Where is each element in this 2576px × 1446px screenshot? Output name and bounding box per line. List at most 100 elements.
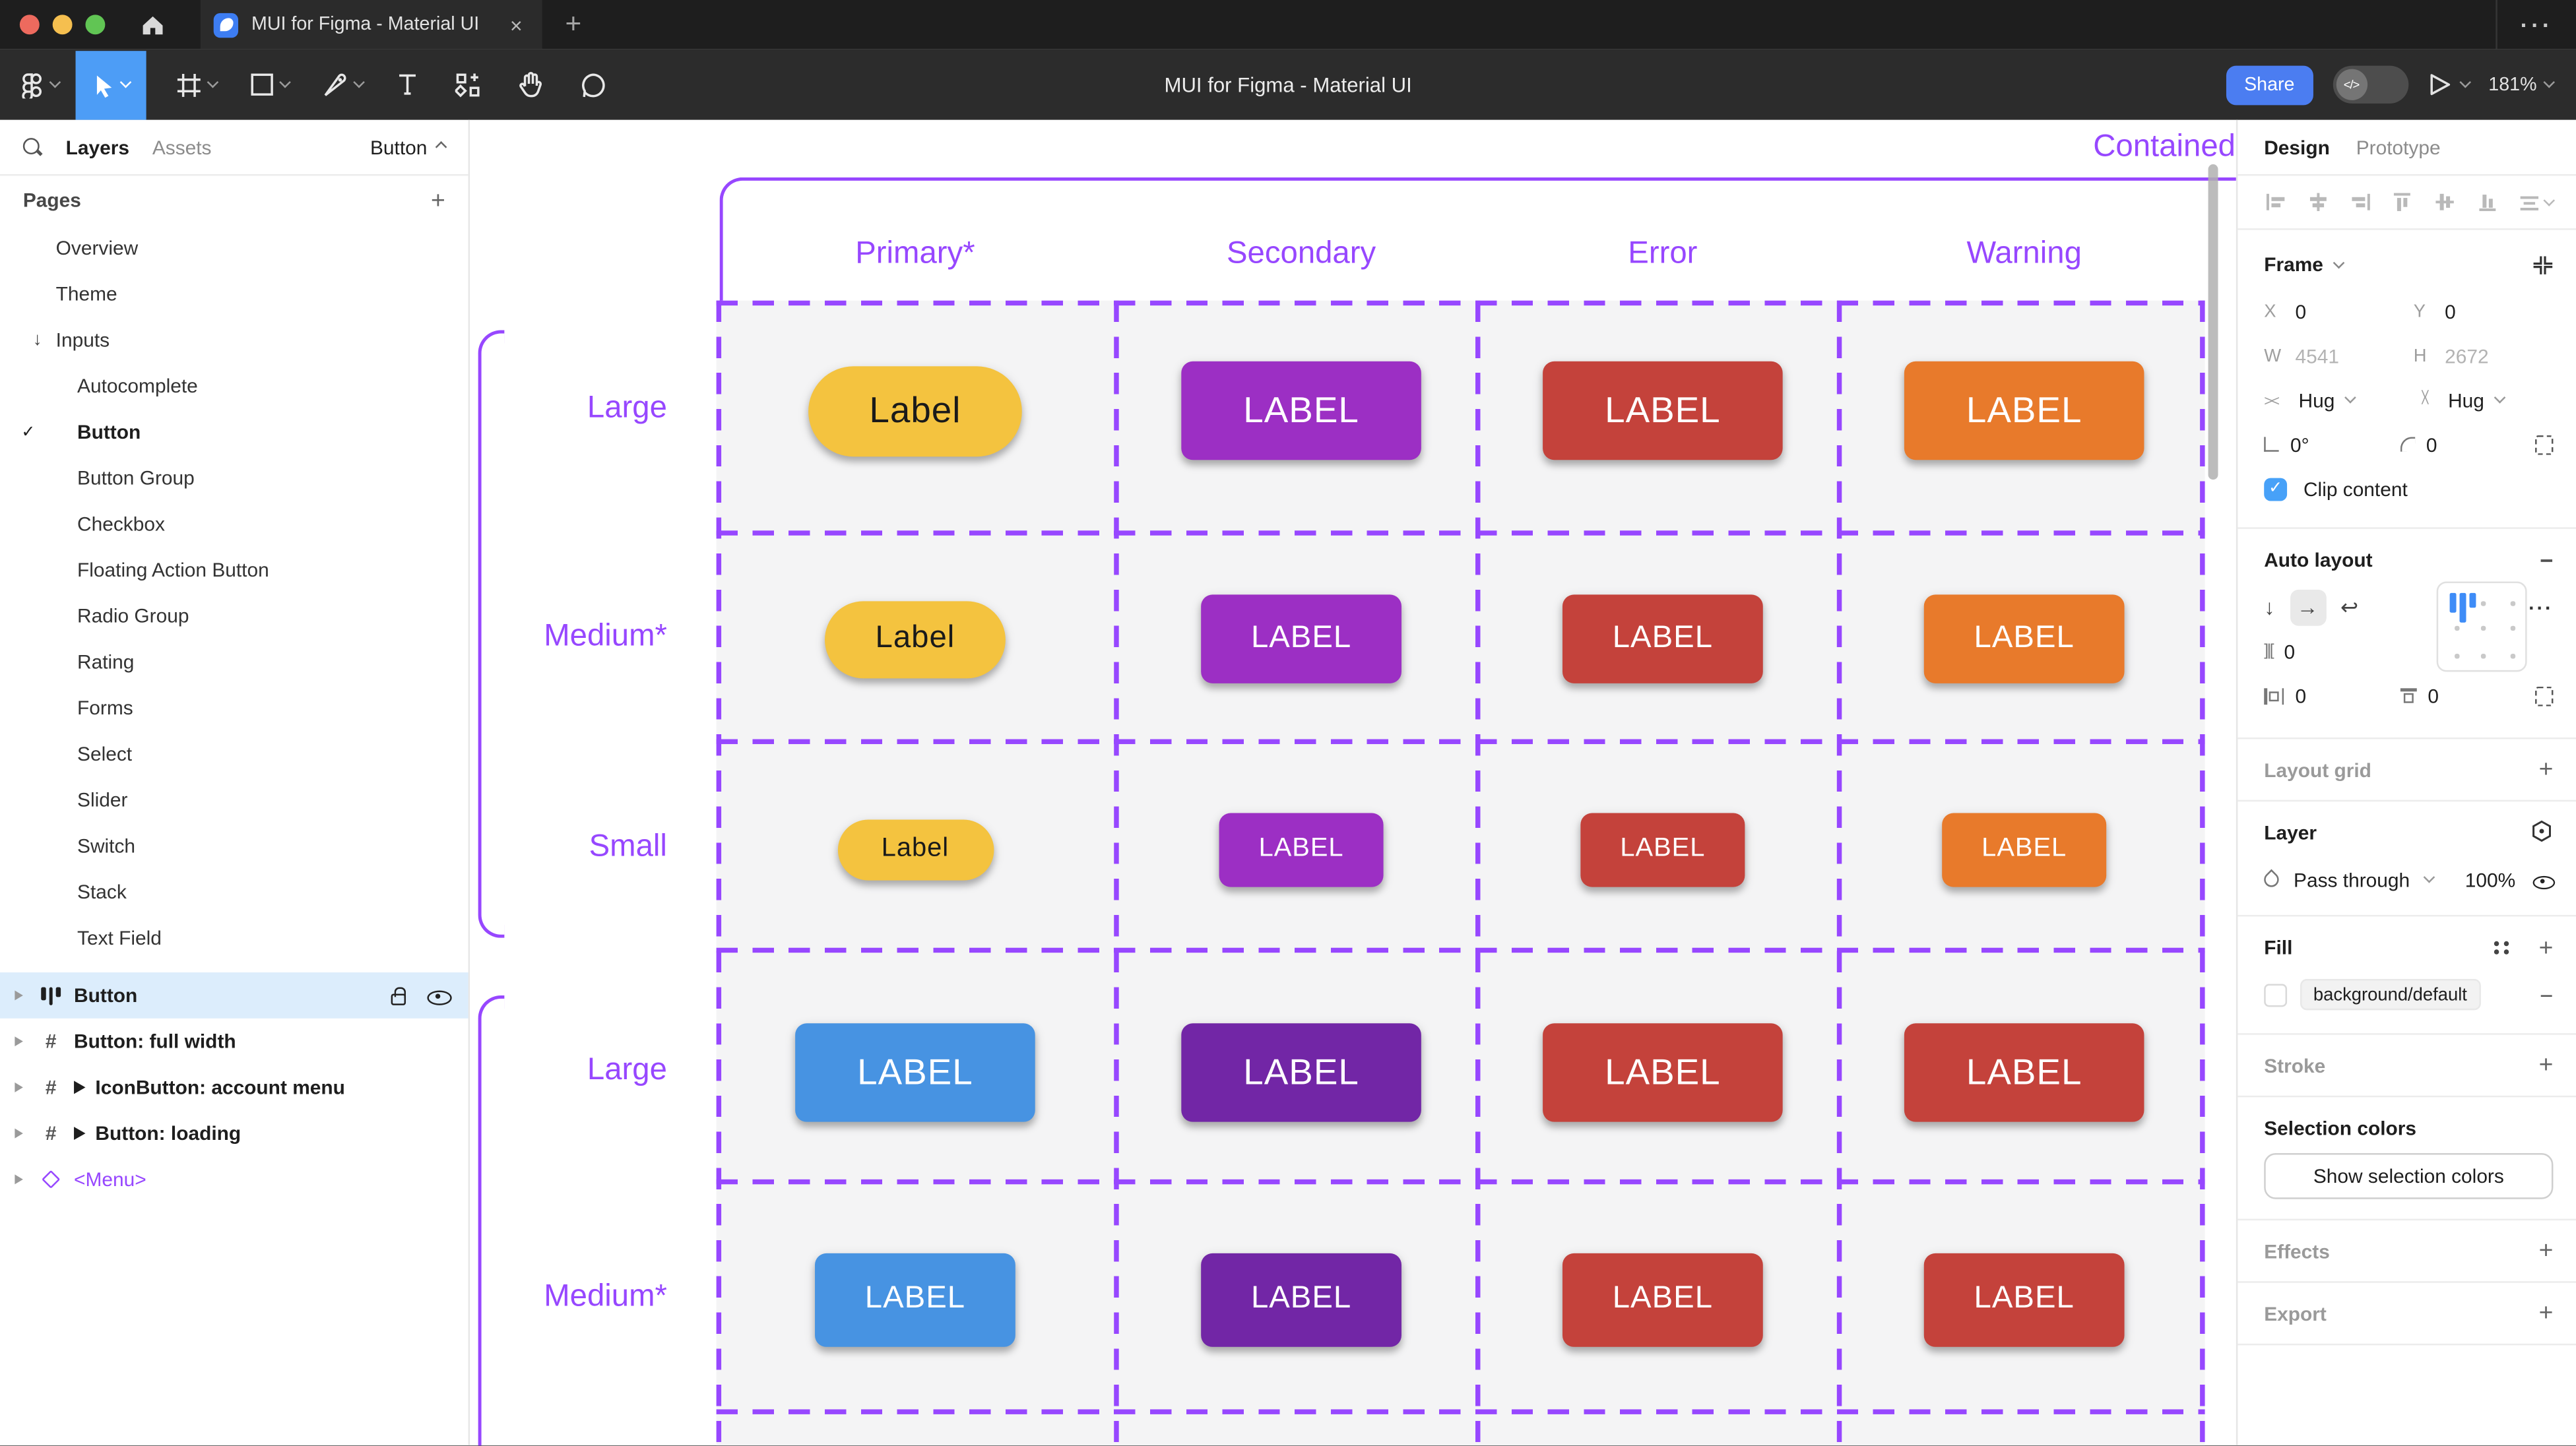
window-overflow-menu-icon[interactable]: ··· bbox=[2520, 11, 2554, 38]
mui-button-sample[interactable]: LABEL bbox=[795, 1023, 1035, 1122]
mui-button-sample[interactable]: Label bbox=[808, 365, 1022, 456]
distribute-menu-icon[interactable] bbox=[2519, 191, 2555, 212]
comment-tool-button[interactable] bbox=[570, 55, 616, 114]
zoom-menu[interactable]: 181% bbox=[2488, 75, 2556, 94]
layer-row-button-full-width[interactable]: # Button: full width bbox=[0, 1019, 468, 1065]
share-button[interactable]: Share bbox=[2226, 65, 2313, 105]
layout-direction-right-icon[interactable]: → bbox=[2289, 588, 2326, 625]
new-tab-button[interactable]: + bbox=[565, 8, 582, 40]
remove-auto-layout-button[interactable]: − bbox=[2540, 547, 2554, 574]
fill-styles-icon[interactable] bbox=[2494, 941, 2511, 955]
layer-visibility-eye-icon[interactable] bbox=[2531, 869, 2555, 890]
page-item-autocomplete[interactable]: Autocomplete bbox=[0, 363, 468, 409]
align-top-icon[interactable] bbox=[2391, 191, 2414, 214]
horizontal-padding-value[interactable]: 0 bbox=[2295, 684, 2307, 707]
page-item-select[interactable]: Select bbox=[0, 731, 468, 777]
tab-prototype[interactable]: Prototype bbox=[2356, 135, 2441, 159]
independent-corners-icon[interactable] bbox=[2535, 434, 2554, 455]
mui-button-sample[interactable]: LABEL bbox=[1181, 361, 1421, 460]
text-tool-button[interactable] bbox=[386, 55, 429, 114]
visibility-eye-icon[interactable] bbox=[426, 984, 451, 1007]
add-fill-button[interactable]: + bbox=[2538, 933, 2554, 962]
tab-assets[interactable]: Assets bbox=[152, 135, 212, 159]
independent-padding-icon[interactable] bbox=[2535, 685, 2554, 706]
width-value[interactable]: 4541 bbox=[2295, 344, 2340, 367]
layout-direction-down-icon[interactable]: ↓ bbox=[2264, 594, 2275, 619]
shape-tool-button[interactable] bbox=[240, 55, 300, 114]
mui-button-sample[interactable]: LABEL bbox=[1181, 1023, 1421, 1122]
frame-section-title[interactable]: Frame bbox=[2264, 253, 2323, 276]
add-stroke-button[interactable]: + bbox=[2538, 1051, 2554, 1079]
add-effect-button[interactable]: + bbox=[2538, 1236, 2554, 1265]
search-icon[interactable] bbox=[22, 137, 43, 157]
expand-chevron-icon[interactable] bbox=[15, 1036, 23, 1047]
page-item-forms[interactable]: Forms bbox=[0, 685, 468, 731]
main-menu-button[interactable] bbox=[10, 55, 69, 114]
add-layout-grid-button[interactable]: + bbox=[2538, 755, 2554, 784]
remove-fill-button[interactable]: − bbox=[2540, 981, 2554, 1008]
expand-chevron-icon[interactable] bbox=[15, 1128, 23, 1139]
mui-button-sample[interactable]: LABEL bbox=[1923, 594, 2125, 683]
layout-wrap-icon[interactable]: ↩ bbox=[2340, 594, 2359, 619]
align-left-icon[interactable] bbox=[2264, 191, 2287, 214]
mui-button-sample[interactable]: LABEL bbox=[815, 1252, 1015, 1346]
mui-button-sample[interactable]: Label bbox=[837, 819, 994, 880]
page-item-slider[interactable]: Slider bbox=[0, 777, 468, 823]
page-item-rating[interactable]: Rating bbox=[0, 639, 468, 685]
corner-radius-value[interactable]: 0 bbox=[2426, 433, 2437, 456]
mui-button-sample[interactable]: LABEL bbox=[1543, 361, 1783, 460]
file-title[interactable]: MUI for Figma - Material UI bbox=[1164, 73, 1412, 96]
alignment-grid-widget[interactable] bbox=[2436, 581, 2527, 672]
mui-button-sample[interactable]: LABEL bbox=[1942, 812, 2107, 887]
pen-tool-button[interactable] bbox=[312, 55, 373, 114]
align-h-center-icon[interactable] bbox=[2307, 191, 2330, 214]
align-v-center-icon[interactable] bbox=[2433, 191, 2457, 214]
frame-tool-button[interactable] bbox=[166, 55, 226, 114]
mui-button-sample[interactable]: LABEL bbox=[1562, 1252, 1763, 1346]
page-item-button-group[interactable]: Button Group bbox=[0, 455, 468, 501]
expand-chevron-icon[interactable] bbox=[15, 990, 23, 1001]
mui-button-sample[interactable]: LABEL bbox=[1219, 812, 1384, 887]
page-item-overview[interactable]: Overview bbox=[0, 225, 468, 271]
minimize-window-button[interactable] bbox=[52, 15, 73, 35]
add-page-button[interactable]: + bbox=[430, 186, 445, 214]
show-selection-colors-button[interactable]: Show selection colors bbox=[2264, 1152, 2554, 1199]
dev-mode-toggle[interactable]: </> bbox=[2332, 65, 2408, 104]
unlock-icon[interactable] bbox=[391, 987, 406, 1005]
align-bottom-icon[interactable] bbox=[2476, 191, 2499, 214]
add-export-button[interactable]: + bbox=[2538, 1299, 2554, 1327]
canvas-scrollbar[interactable] bbox=[2208, 164, 2218, 480]
rotation-value[interactable]: 0° bbox=[2290, 433, 2309, 456]
page-item-stack[interactable]: Stack bbox=[0, 869, 468, 915]
page-item-text-field[interactable]: Text Field bbox=[0, 915, 468, 961]
mui-button-sample[interactable]: Label bbox=[824, 600, 1006, 678]
mui-button-sample[interactable]: LABEL bbox=[1904, 361, 2144, 460]
page-item-inputs[interactable]: ↓ Inputs bbox=[0, 317, 468, 363]
y-value[interactable]: 0 bbox=[2445, 299, 2456, 323]
layer-opacity-value[interactable]: 100% bbox=[2464, 867, 2516, 891]
maximize-window-button[interactable] bbox=[85, 15, 106, 35]
home-icon[interactable] bbox=[128, 0, 177, 49]
clip-content-checkbox[interactable]: ✓ bbox=[2264, 477, 2288, 501]
mui-button-sample[interactable]: LABEL bbox=[1201, 594, 1401, 683]
page-item-checkbox[interactable]: Checkbox bbox=[0, 501, 468, 547]
mui-button-sample[interactable]: LABEL bbox=[1580, 812, 1745, 887]
collapse-arrow-icon[interactable]: ↓ bbox=[32, 330, 42, 350]
frame-title[interactable]: Contained bbox=[2093, 129, 2236, 164]
tab-layers[interactable]: Layers bbox=[65, 135, 129, 159]
blend-mode-icon[interactable] bbox=[2530, 819, 2554, 846]
page-item-button[interactable]: ✓ Button bbox=[0, 409, 468, 455]
fill-color-swatch[interactable] bbox=[2264, 983, 2288, 1007]
page-item-theme[interactable]: Theme bbox=[0, 271, 468, 317]
fill-token-chip[interactable]: background/default bbox=[2300, 979, 2480, 1011]
file-tab[interactable]: MUI for Figma - Material UI × bbox=[200, 0, 542, 49]
page-item-radio-group[interactable]: Radio Group bbox=[0, 593, 468, 639]
page-item-switch[interactable]: Switch bbox=[0, 823, 468, 869]
layer-row-button[interactable]: Button bbox=[0, 972, 468, 1019]
mui-button-sample[interactable]: LABEL bbox=[1562, 594, 1763, 683]
align-right-icon[interactable] bbox=[2349, 191, 2372, 214]
layer-row-button-loading[interactable]: # Button: loading bbox=[0, 1110, 468, 1156]
layer-row-iconbutton-account-menu[interactable]: # IconButton: account menu bbox=[0, 1065, 468, 1111]
close-window-button[interactable] bbox=[19, 15, 40, 35]
resources-tool-button[interactable] bbox=[445, 55, 492, 114]
